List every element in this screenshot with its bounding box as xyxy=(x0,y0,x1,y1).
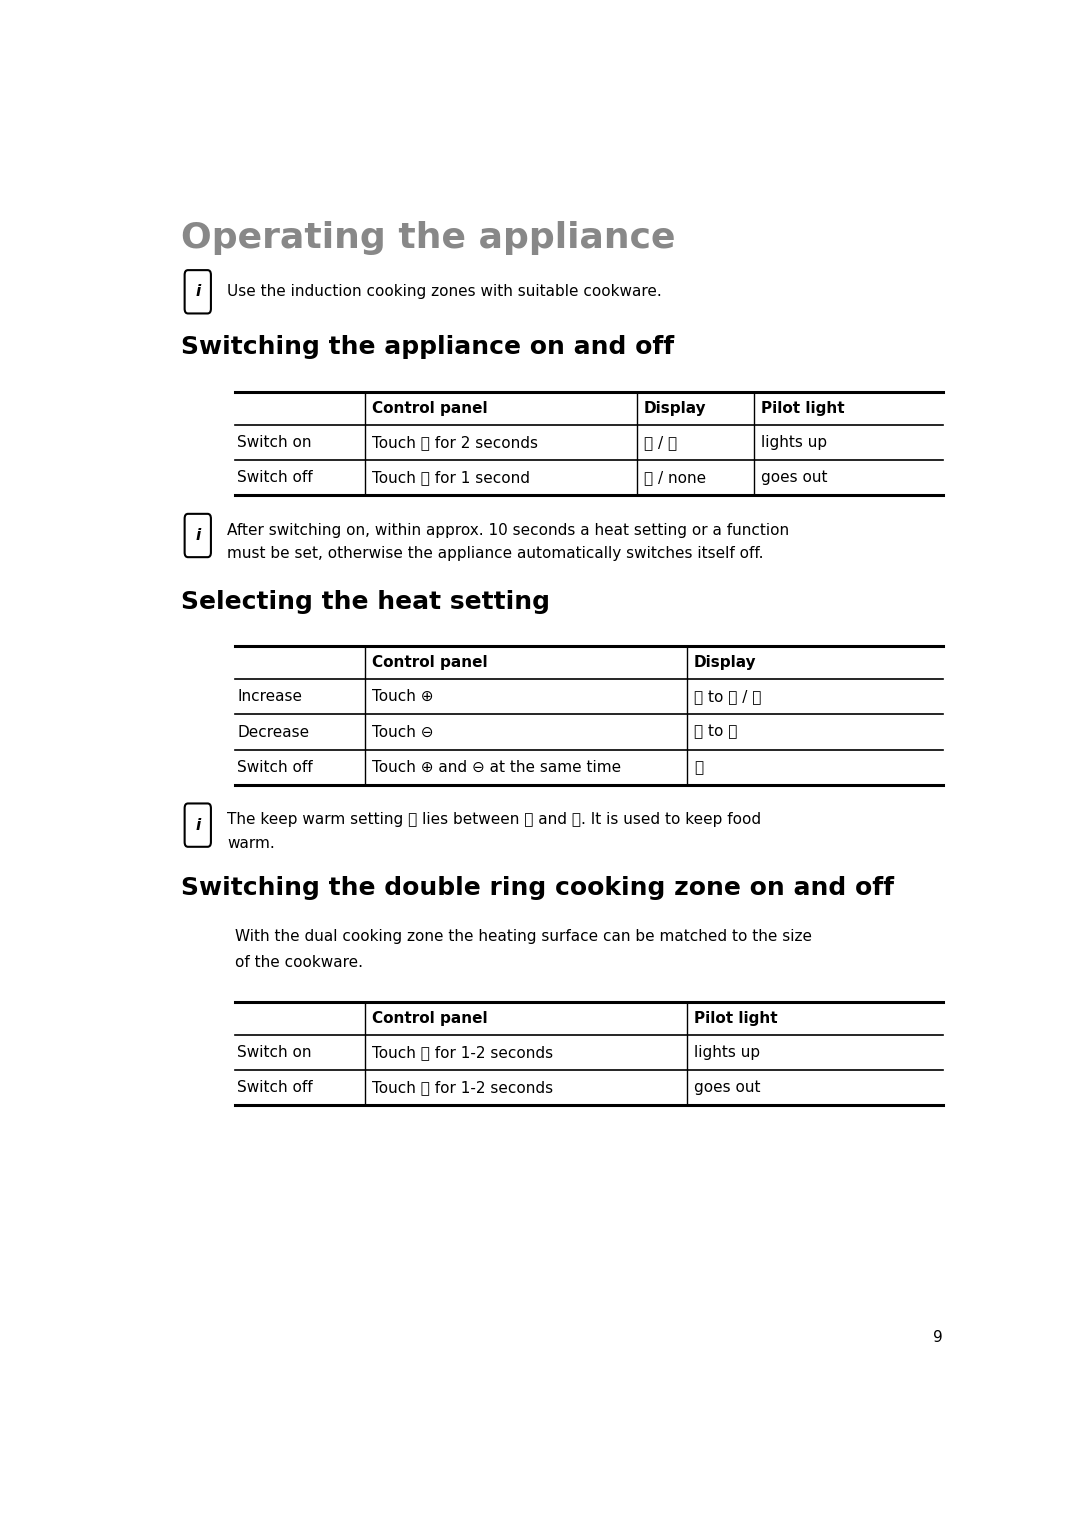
Text: Operating the appliance: Operating the appliance xyxy=(181,222,675,255)
Text: The keep warm setting ⓤ lies between ⓮ and ⓳. It is used to keep food: The keep warm setting ⓤ lies between ⓮ a… xyxy=(227,812,761,827)
Text: i: i xyxy=(195,818,201,833)
Text: Switch off: Switch off xyxy=(238,1079,313,1095)
Text: warm.: warm. xyxy=(227,836,274,850)
Text: Control panel: Control panel xyxy=(372,1011,487,1026)
Text: Touch Ⓙ for 1-2 seconds: Touch Ⓙ for 1-2 seconds xyxy=(372,1079,553,1095)
Text: Switching the appliance on and off: Switching the appliance on and off xyxy=(181,335,674,359)
Text: Touch ⊖: Touch ⊖ xyxy=(372,725,433,740)
Text: Ⓓ to ⓮: Ⓓ to ⓮ xyxy=(694,725,738,740)
Text: Switch on: Switch on xyxy=(238,1044,312,1060)
Text: Switch off: Switch off xyxy=(238,471,313,485)
Text: 9: 9 xyxy=(933,1330,943,1346)
Text: With the dual cooking zone the heating surface can be matched to the size: With the dual cooking zone the heating s… xyxy=(235,928,812,943)
Text: ⓤ to Ⓓ / Ⓟ: ⓤ to Ⓓ / Ⓟ xyxy=(694,690,761,705)
Text: ⒴ / none: ⒴ / none xyxy=(644,471,706,485)
Text: must be set, otherwise the appliance automatically switches itself off.: must be set, otherwise the appliance aut… xyxy=(227,546,764,561)
Text: lights up: lights up xyxy=(694,1044,760,1060)
Text: Touch Ⓙ for 1-2 seconds: Touch Ⓙ for 1-2 seconds xyxy=(372,1044,553,1060)
Text: Pilot light: Pilot light xyxy=(761,401,845,416)
FancyBboxPatch shape xyxy=(185,514,211,557)
Text: Switch off: Switch off xyxy=(238,760,313,775)
Text: Touch ⊕: Touch ⊕ xyxy=(372,690,433,705)
Text: Touch ⓘ for 1 second: Touch ⓘ for 1 second xyxy=(372,471,530,485)
Text: goes out: goes out xyxy=(694,1079,760,1095)
Text: Touch ⊕ and ⊖ at the same time: Touch ⊕ and ⊖ at the same time xyxy=(372,760,621,775)
Text: Pilot light: Pilot light xyxy=(694,1011,778,1026)
Text: Touch ⓘ for 2 seconds: Touch ⓘ for 2 seconds xyxy=(372,434,538,450)
Text: Switch on: Switch on xyxy=(238,434,312,450)
Text: Display: Display xyxy=(694,654,757,670)
Text: goes out: goes out xyxy=(761,471,827,485)
Text: i: i xyxy=(195,528,201,543)
Text: Decrease: Decrease xyxy=(238,725,309,740)
Text: After switching on, within approx. 10 seconds a heat setting or a function: After switching on, within approx. 10 se… xyxy=(227,523,789,538)
Text: Switching the double ring cooking zone on and off: Switching the double ring cooking zone o… xyxy=(181,876,894,899)
Text: ⓮ / ⒴: ⓮ / ⒴ xyxy=(644,434,677,450)
Text: Increase: Increase xyxy=(238,690,302,705)
Text: lights up: lights up xyxy=(761,434,827,450)
Text: Display: Display xyxy=(644,401,706,416)
Text: ⓮: ⓮ xyxy=(694,760,703,775)
Text: Use the induction cooking zones with suitable cookware.: Use the induction cooking zones with sui… xyxy=(227,284,662,300)
FancyBboxPatch shape xyxy=(185,271,211,313)
Text: Selecting the heat setting: Selecting the heat setting xyxy=(181,590,550,613)
FancyBboxPatch shape xyxy=(185,803,211,847)
Text: of the cookware.: of the cookware. xyxy=(235,954,364,969)
Text: Control panel: Control panel xyxy=(372,401,487,416)
Text: i: i xyxy=(195,284,201,300)
Text: Control panel: Control panel xyxy=(372,654,487,670)
